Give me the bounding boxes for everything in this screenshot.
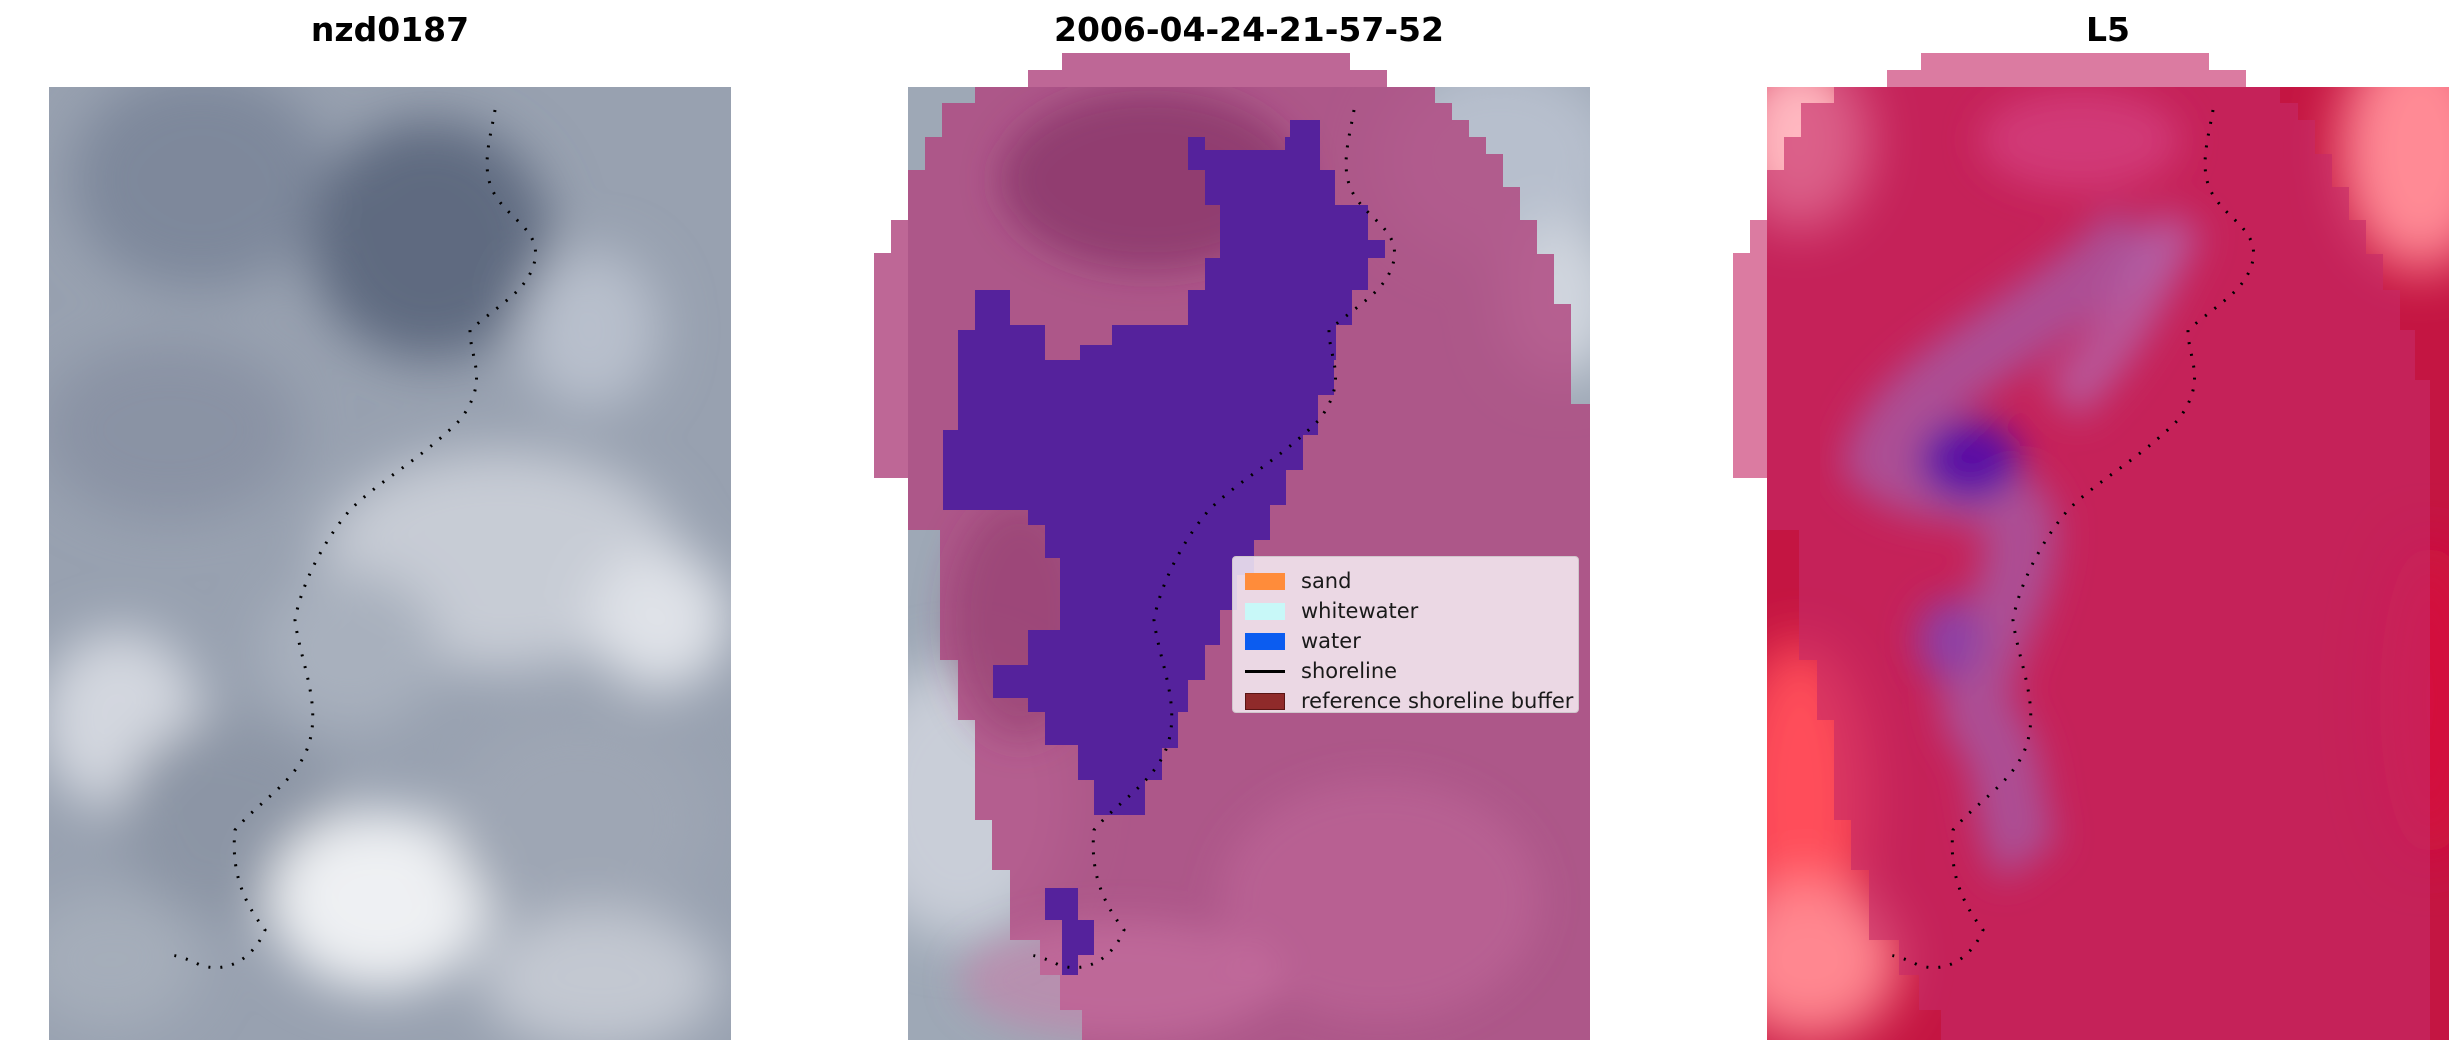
buffer-swatch bbox=[1245, 692, 1285, 710]
buffer-shading bbox=[950, 90, 1540, 1040]
legend-item-water: water bbox=[1239, 627, 1361, 655]
water-class-region bbox=[943, 120, 1385, 815]
shoreline-line-swatch bbox=[1245, 669, 1285, 673]
water-swatch bbox=[1245, 632, 1285, 650]
legend-item-shoreline: shoreline bbox=[1239, 657, 1397, 685]
index-buffer-overlay bbox=[1733, 53, 2430, 1040]
panel-title-rgb: nzd0187 bbox=[310, 10, 470, 49]
legend-item-whitewater: whitewater bbox=[1239, 597, 1418, 625]
legend-label: sand bbox=[1301, 569, 1352, 593]
satellite-image-panel bbox=[49, 87, 731, 1040]
legend-label: shoreline bbox=[1301, 659, 1398, 683]
panel-title-index: L5 bbox=[2086, 10, 2130, 49]
legend-item-reference-shoreline-buffer: reference shoreline buffer bbox=[1239, 687, 1573, 715]
legend-label: reference shoreline buffer bbox=[1301, 689, 1574, 713]
panel-title-classification: 2006-04-24-21-57-52 bbox=[1054, 10, 1444, 49]
whitewater-swatch bbox=[1245, 602, 1285, 620]
legend: sand whitewater water shoreline referenc… bbox=[1232, 556, 1579, 713]
legend-label: water bbox=[1301, 629, 1361, 653]
legend-label: whitewater bbox=[1301, 599, 1419, 623]
index-channel-shading bbox=[1841, 90, 2203, 881]
sand-swatch bbox=[1245, 572, 1285, 590]
legend-item-sand: sand bbox=[1239, 567, 1351, 595]
water-class-region-small bbox=[1045, 888, 1094, 975]
